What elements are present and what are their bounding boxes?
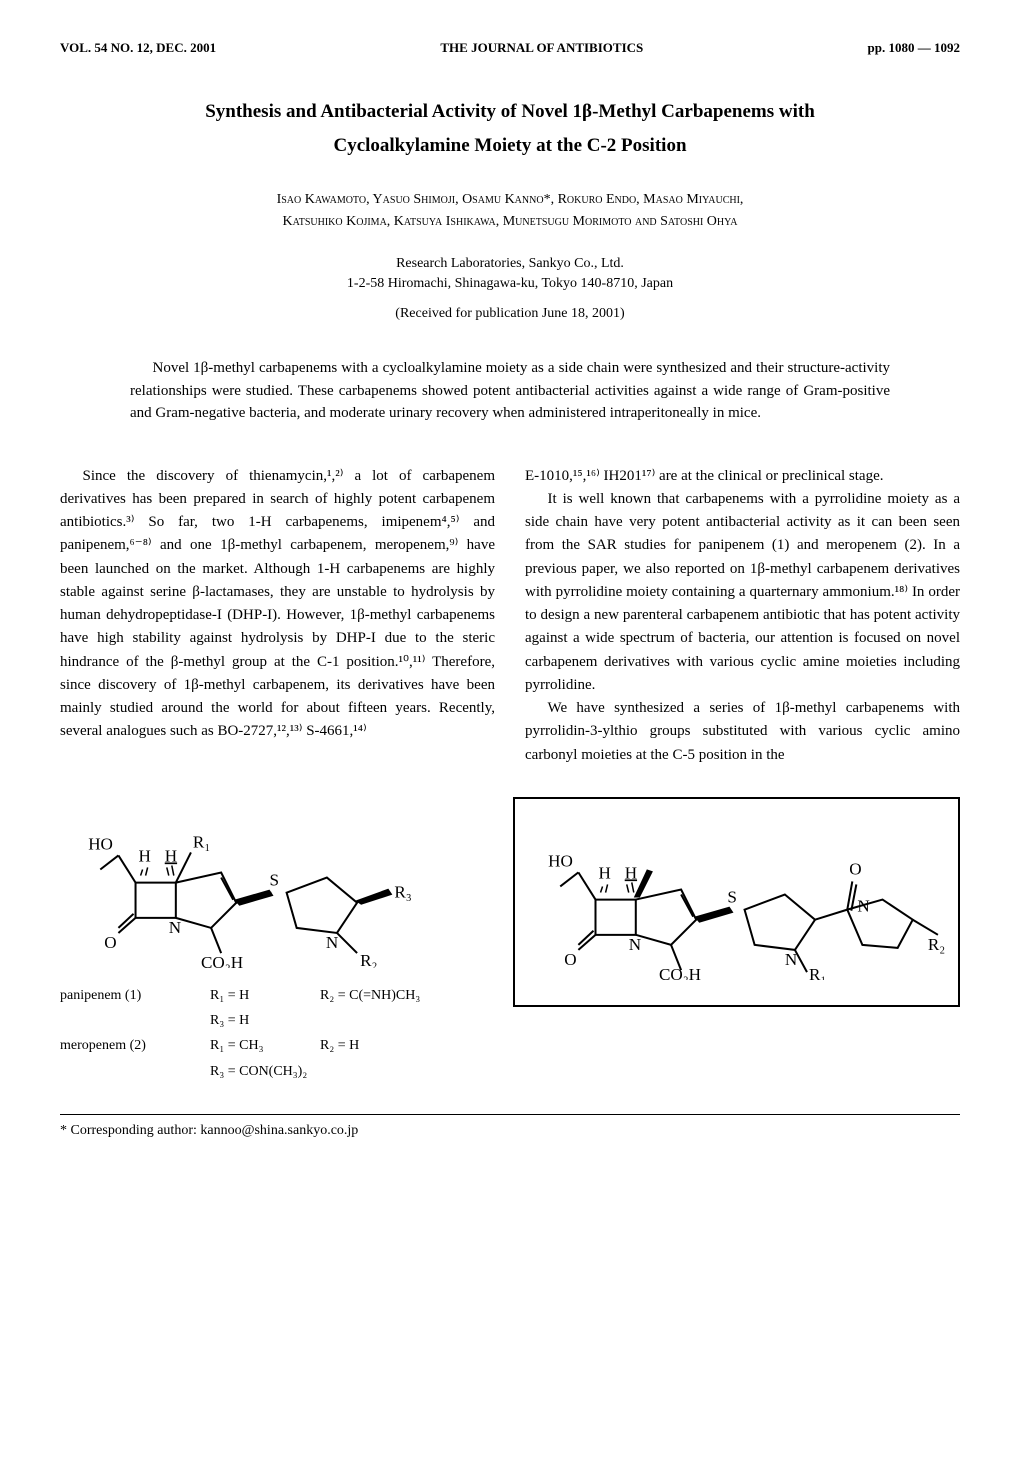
label-N1: N (169, 918, 181, 937)
corresponding-author-footnote: * Corresponding author: kannoo@shina.san… (60, 1114, 960, 1139)
label-CO2H-r: CO₂H (659, 965, 701, 980)
label-R2-r: R₂ (928, 935, 945, 954)
affiliation-line2: 1-2-58 Hiromachi, Shinagawa-ku, Tokyo 14… (60, 276, 960, 292)
panipenem-name: panipenem (1) (60, 983, 190, 1008)
label-N1-r: N (629, 935, 641, 954)
right-column-p2: It is well known that carbapenems with a… (525, 488, 960, 697)
label-S: S (269, 870, 279, 889)
label-N2-r: N (785, 950, 797, 969)
figures-row: HO H H R₁ S R₃ O N N CO₂H R₂ panipenem (… (60, 797, 960, 1084)
received-date: (Received for publication June 18, 2001) (60, 306, 960, 322)
label-H2-r: H (625, 863, 637, 882)
left-column-text: Since the discovery of thienamycin,¹,²⁾ … (60, 465, 495, 744)
figure-left: HO H H R₁ S R₃ O N N CO₂H R₂ panipenem (… (60, 797, 483, 1084)
label-HO: HO (88, 834, 113, 853)
label-CO2H: CO₂H (201, 953, 243, 968)
right-column-p3: We have synthesized a series of 1β-methy… (525, 697, 960, 767)
chemical-structure-right: HO H H S O O N N N CO₂H R₁ R₂ (525, 819, 948, 980)
abstract: Novel 1β-methyl carbapenems with a cyclo… (130, 357, 890, 425)
label-H1-r: H (599, 863, 611, 882)
label-H1: H (139, 846, 151, 865)
affiliation-line1: Research Laboratories, Sankyo Co., Ltd. (60, 256, 960, 272)
label-O: O (104, 933, 116, 952)
panipenem-r3: R₃ = H (210, 1008, 249, 1033)
meropenem-r1: R₁ = CH₃ (210, 1033, 300, 1058)
page-numbers: pp. 1080 — 1092 (868, 40, 960, 56)
right-column: E-1010,¹⁵,¹⁶⁾ IH201¹⁷⁾ are at the clinic… (525, 465, 960, 767)
left-column: Since the discovery of thienamycin,¹,²⁾ … (60, 465, 495, 767)
label-S-r: S (727, 887, 737, 906)
journal-name: THE JOURNAL OF ANTIBIOTICS (440, 40, 643, 56)
meropenem-r2: R₂ = H (320, 1033, 359, 1058)
page-header: VOL. 54 NO. 12, DEC. 2001 THE JOURNAL OF… (60, 40, 960, 56)
article-title-line2: Cycloalkylamine Moiety at the C-2 Positi… (60, 135, 960, 157)
chemical-structure-left: HO H H R₁ S R₃ O N N CO₂H R₂ (60, 797, 483, 968)
compound-legend: panipenem (1) R₁ = H R₂ = C(=NH)CH₃ R₃ =… (60, 983, 483, 1084)
label-O-r: O (564, 950, 576, 969)
label-HO-r: HO (548, 851, 573, 870)
authors-line2: Katsuhiko Kojima, Katsuya Ishikawa, Mune… (60, 214, 960, 230)
panipenem-r1: R₁ = H (210, 983, 300, 1008)
body-columns: Since the discovery of thienamycin,¹,²⁾ … (60, 465, 960, 767)
label-R2: R₂ (360, 951, 377, 968)
label-R3: R₃ (394, 882, 411, 901)
meropenem-r3: R₃ = CON(CH₃)₂ (210, 1059, 307, 1084)
label-N2: N (326, 933, 338, 952)
panipenem-r2: R₂ = C(=NH)CH₃ (320, 983, 420, 1008)
journal-volume: VOL. 54 NO. 12, DEC. 2001 (60, 40, 216, 56)
right-column-p1: E-1010,¹⁵,¹⁶⁾ IH201¹⁷⁾ are at the clinic… (525, 465, 960, 488)
label-H2: H (165, 846, 177, 865)
figure-right: HO H H S O O N N N CO₂H R₁ R₂ (513, 797, 960, 1007)
meropenem-name: meropenem (2) (60, 1033, 190, 1058)
label-Ocarb-r: O (849, 859, 861, 878)
label-N3-r: N (857, 896, 869, 915)
label-R1-r: R₁ (809, 965, 826, 980)
article-title-line1: Synthesis and Antibacterial Activity of … (60, 101, 960, 123)
authors-line1: Isao Kawamoto, Yasuo Shimoji, Osamu Kann… (60, 192, 960, 208)
label-R1: R₁ (193, 832, 210, 851)
